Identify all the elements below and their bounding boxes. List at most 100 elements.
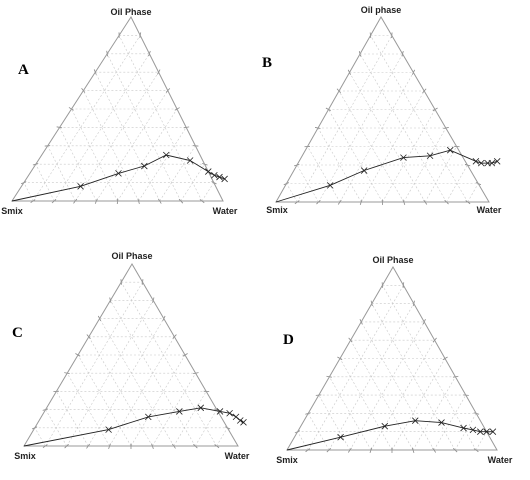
grid-line-water xyxy=(159,145,196,202)
data-point-marker xyxy=(226,409,233,417)
data-point-marker xyxy=(232,413,240,421)
grid-line-smix xyxy=(307,146,341,203)
grid-line-smix xyxy=(296,164,319,203)
panel-b: B Oil phase Smix Water xyxy=(262,5,502,215)
grid-line-water xyxy=(173,391,207,447)
grid-line-water xyxy=(391,358,446,451)
grid-line-water xyxy=(53,53,150,202)
data-point-marker xyxy=(186,157,194,164)
panel-d-smix-label: Smix xyxy=(276,455,298,465)
panel-a-ticks xyxy=(20,32,217,205)
panel-a-oil-phase-label: Oil Phase xyxy=(110,7,151,17)
grid-line-smix xyxy=(286,183,298,203)
grid-line-smix xyxy=(34,427,46,447)
grid-line-smix xyxy=(120,282,217,447)
panel-c-letter: C xyxy=(12,325,23,341)
grid-line-water xyxy=(194,409,218,447)
panel-a-grid xyxy=(23,35,215,202)
panel-c-triangle xyxy=(23,263,239,447)
grid-line-smix xyxy=(370,35,468,203)
panel-c: C Oil Phase Smix Water xyxy=(12,251,250,461)
data-point-marker xyxy=(144,413,152,421)
grid-line-smix xyxy=(23,182,34,202)
grid-line-water xyxy=(339,72,414,203)
grid-line-water xyxy=(130,354,186,447)
grid-line-smix xyxy=(56,391,89,447)
data-point-marker xyxy=(426,152,434,160)
data-point-marker xyxy=(446,146,454,154)
panel-a-water-label: Water xyxy=(213,206,238,216)
grid-line-smix xyxy=(83,90,139,202)
data-point-marker xyxy=(216,173,223,181)
grid-line-water xyxy=(433,394,467,451)
grid-line-water xyxy=(45,282,143,447)
panel-c-ticks xyxy=(31,279,231,450)
grid-line-water xyxy=(475,431,487,451)
panel-a-markers xyxy=(77,151,228,190)
data-point-marker xyxy=(176,408,183,415)
grid-line-water xyxy=(32,35,141,202)
grid-line-smix xyxy=(35,164,55,202)
data-point-marker xyxy=(460,424,467,432)
panel-d-oil-phase-label: Oil Phase xyxy=(372,255,413,265)
panel-c-oil-phase-label: Oil Phase xyxy=(111,251,152,261)
grid-line-smix xyxy=(106,53,182,202)
grid-line-water xyxy=(424,146,457,203)
grid-line-water xyxy=(454,413,477,451)
data-point-marker xyxy=(115,170,122,177)
grid-line-water xyxy=(75,72,159,202)
data-point-marker xyxy=(211,171,218,179)
data-point-marker xyxy=(236,417,244,424)
panel-c-water-label: Water xyxy=(225,451,250,461)
data-point-marker xyxy=(197,404,205,412)
data-point-marker xyxy=(221,175,228,183)
grid-line-water xyxy=(382,109,436,203)
data-point-marker xyxy=(477,428,484,435)
panel-d: D Oil Phase Smix Water xyxy=(276,255,513,465)
panel-d-boundary-line xyxy=(286,420,493,451)
data-point-marker xyxy=(141,162,148,170)
data-point-marker xyxy=(105,426,112,433)
panel-b-smix-label: Smix xyxy=(266,205,288,215)
grid-line-smix xyxy=(328,109,383,203)
data-point-marker xyxy=(488,159,496,167)
grid-line-smix xyxy=(382,285,477,451)
grid-line-water xyxy=(349,321,425,451)
grid-line-smix xyxy=(297,431,309,451)
panel-a-boundary-line xyxy=(11,154,225,202)
grid-line-smix xyxy=(349,72,426,203)
panel-b-letter: B xyxy=(262,55,272,71)
data-point-marker xyxy=(411,417,419,425)
panel-c-smix-label: Smix xyxy=(14,451,36,461)
grid-line-water xyxy=(467,183,479,203)
data-point-marker xyxy=(240,419,247,426)
data-point-marker xyxy=(400,154,407,161)
panel-a-letter: A xyxy=(18,62,29,78)
data-point-marker xyxy=(438,419,445,426)
grid-line-smix xyxy=(95,72,160,202)
panel-b-oil-phase-label: Oil phase xyxy=(361,5,402,15)
panel-b-markers xyxy=(326,146,501,189)
panel-b-water-label: Water xyxy=(477,205,502,215)
grid-line-water xyxy=(138,127,187,202)
panel-a-smix-label: Smix xyxy=(1,206,23,216)
grid-line-smix xyxy=(339,358,393,451)
grid-line-smix xyxy=(45,409,68,447)
grid-line-smix xyxy=(318,394,351,451)
grid-line-smix xyxy=(59,127,97,202)
panel-c-markers xyxy=(105,404,247,433)
grid-line-smix xyxy=(307,413,330,451)
grid-line-water xyxy=(446,164,468,203)
panel-b-grid xyxy=(286,35,479,203)
grid-line-smix xyxy=(99,318,175,447)
data-point-marker xyxy=(204,168,212,175)
panel-d-grid xyxy=(297,284,487,451)
data-point-marker xyxy=(472,158,480,165)
panel-d-triangle xyxy=(286,265,498,451)
grid-line-smix xyxy=(118,35,203,202)
grid-line-water xyxy=(180,164,205,202)
grid-line-water xyxy=(297,35,393,203)
data-point-marker xyxy=(77,182,84,190)
panel-a: A Oil Phase Smix Water xyxy=(1,7,238,216)
